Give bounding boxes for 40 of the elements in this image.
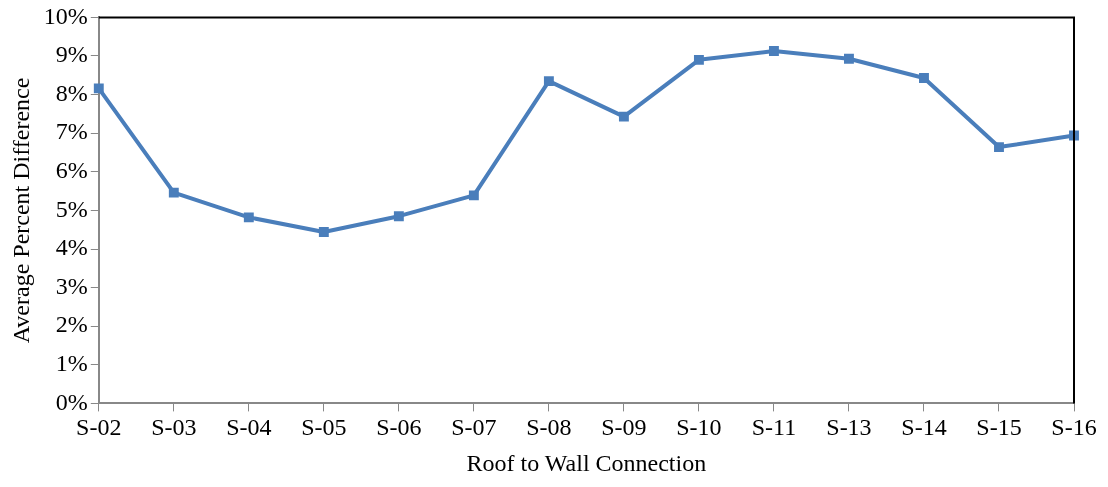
x-tick-label: S-02 [76, 414, 122, 441]
x-tick-label: S-07 [451, 414, 497, 441]
y-tick-label: 4% [55, 234, 88, 261]
point [93, 83, 104, 94]
y-tick-label: 10% [43, 2, 88, 29]
y-tick-label: 8% [55, 79, 88, 106]
point [318, 227, 329, 237]
x-tick-label: S-15 [976, 414, 1022, 441]
y-tick-label: 2% [55, 311, 88, 338]
point [919, 73, 929, 83]
point [543, 76, 554, 87]
y-tick-label: 1% [55, 350, 88, 377]
y-tick-label: 0% [55, 388, 88, 415]
x-tick-label: S-11 [751, 414, 797, 441]
y-axis-title: Average Percent Difference [7, 77, 34, 344]
x-axis-title: Roof to Wall Connection [466, 449, 707, 476]
y-tick-label: 6% [55, 157, 88, 184]
x-tick-label: S-08 [526, 414, 572, 441]
x-tick-label: S-09 [601, 414, 647, 441]
x-tick-label: S-10 [676, 414, 722, 441]
y-tick-label: 5% [55, 195, 88, 222]
point [768, 46, 779, 56]
x-tick-label: S-03 [151, 414, 197, 441]
y-tick-label: 3% [55, 272, 88, 299]
x-tick-label: S-16 [1051, 414, 1097, 441]
point [243, 212, 254, 223]
x-tick-label: S-05 [301, 414, 347, 441]
y-tick-label: 9% [55, 41, 88, 68]
x-tick-label: S-14 [901, 414, 947, 441]
x-tick-label: S-06 [376, 414, 422, 441]
point [393, 211, 404, 222]
point [844, 53, 854, 64]
x-tick-label: S-13 [826, 414, 872, 441]
point [693, 54, 704, 65]
point [618, 111, 629, 122]
point [994, 142, 1004, 153]
x-tick-label: S-04 [226, 414, 272, 441]
y-tick-label: 7% [55, 118, 88, 145]
point [468, 190, 479, 201]
point [168, 187, 179, 198]
